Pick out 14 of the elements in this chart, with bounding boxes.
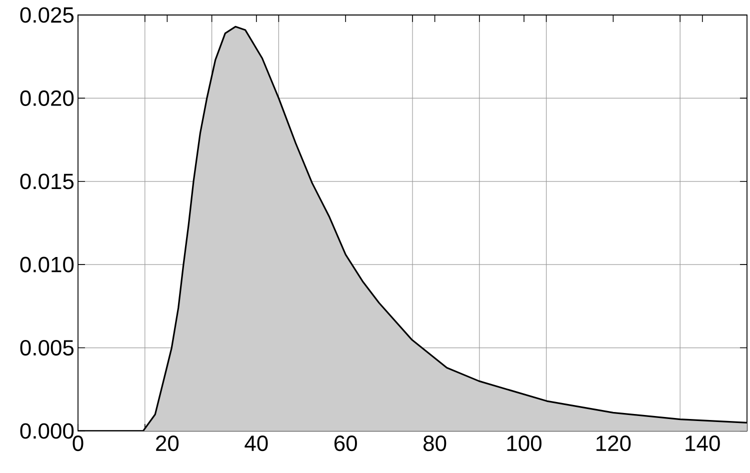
y-tick-label: 0.025 <box>20 7 74 23</box>
x-tick-label: 120 <box>596 436 631 452</box>
x-tick-label: 0 <box>72 436 84 452</box>
y-tick-label: 0.005 <box>20 340 74 356</box>
x-tick-label: 140 <box>686 436 720 452</box>
x-tick-label: 80 <box>424 436 446 452</box>
y-tick-label: 0.020 <box>20 90 74 106</box>
y-tick-label: 0.010 <box>20 256 74 272</box>
x-tick-label: 100 <box>507 436 542 452</box>
y-tick-label: 0.015 <box>20 174 74 190</box>
x-tick-label: 20 <box>156 436 179 452</box>
x-tick-label: 40 <box>244 436 268 452</box>
y-tick-label: 0.000 <box>20 423 74 439</box>
x-tick-label: 60 <box>334 436 357 452</box>
